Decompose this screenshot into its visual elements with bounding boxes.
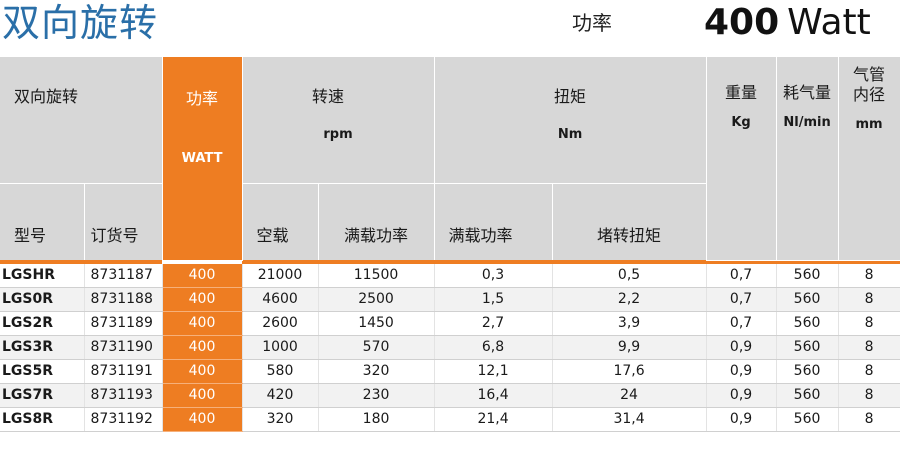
cell-model: LGS3R bbox=[0, 335, 85, 360]
header-power: 功率 WATT bbox=[162, 57, 243, 261]
cell-full: 180 bbox=[318, 407, 435, 432]
cell-model: LGSHR bbox=[0, 263, 85, 288]
cell-order: 8731188 bbox=[84, 287, 163, 312]
table-row: LGSHR 8731187 400 21000 11500 0,3 0,5 0,7 560 8 bbox=[0, 263, 900, 288]
table-row: LGS2R 8731189 400 2600 1450 2,7 3,9 0,7 560 8 bbox=[0, 311, 900, 336]
cell-idle: 4600 bbox=[242, 287, 319, 312]
cell-weight: 0,9 bbox=[706, 407, 777, 432]
cell-power: 400 bbox=[162, 383, 243, 408]
header-speed-full: 满载功率 bbox=[318, 183, 435, 260]
cell-stall: 3,9 bbox=[552, 311, 707, 336]
cell-full: 230 bbox=[318, 383, 435, 408]
cell-air: 560 bbox=[776, 287, 839, 312]
cell-order: 8731189 bbox=[84, 311, 163, 336]
spec-table: 双向旋转 功率 WATT 转速 rpm 扭矩 Nm 重量 Kg 耗气量 Nl/m… bbox=[0, 57, 900, 432]
page-title: 双向旋转 bbox=[2, 1, 159, 45]
cell-idle: 420 bbox=[242, 383, 319, 408]
cell-order: 8731192 bbox=[84, 407, 163, 432]
cell-torque-full: 12,1 bbox=[434, 359, 553, 384]
header-order-no: 订货号 bbox=[84, 183, 163, 260]
cell-weight: 0,7 bbox=[706, 263, 777, 288]
cell-model: LGS8R bbox=[0, 407, 85, 432]
header-torque-stall: 堵转扭矩 bbox=[552, 183, 707, 260]
header-torque-full: 满载功率 bbox=[434, 183, 553, 260]
cell-power: 400 bbox=[162, 335, 243, 360]
header-speed: 转速 rpm bbox=[242, 57, 435, 184]
cell-weight: 0,9 bbox=[706, 359, 777, 384]
cell-torque-full: 1,5 bbox=[434, 287, 553, 312]
power-label: 功率 bbox=[572, 11, 612, 35]
cell-torque-full: 0,3 bbox=[434, 263, 553, 288]
cell-stall: 31,4 bbox=[552, 407, 707, 432]
cell-power: 400 bbox=[162, 407, 243, 432]
cell-torque-full: 2,7 bbox=[434, 311, 553, 336]
cell-weight: 0,7 bbox=[706, 287, 777, 312]
header-speed-idle: 空载 bbox=[242, 183, 319, 260]
cell-full: 320 bbox=[318, 359, 435, 384]
cell-hose: 8 bbox=[838, 407, 900, 432]
header-model: 型号 bbox=[0, 183, 85, 260]
cell-air: 560 bbox=[776, 383, 839, 408]
table-row: LGS3R 8731190 400 1000 570 6,8 9,9 0,9 560 8 bbox=[0, 335, 900, 360]
cell-hose: 8 bbox=[838, 287, 900, 312]
cell-model: LGS7R bbox=[0, 383, 85, 408]
header-weight: 重量 Kg bbox=[706, 57, 777, 261]
cell-air: 560 bbox=[776, 335, 839, 360]
cell-order: 8731190 bbox=[84, 335, 163, 360]
cell-power: 400 bbox=[162, 287, 243, 312]
cell-air: 560 bbox=[776, 359, 839, 384]
cell-stall: 24 bbox=[552, 383, 707, 408]
cell-full: 11500 bbox=[318, 263, 435, 288]
cell-full: 2500 bbox=[318, 287, 435, 312]
header-row-2: 型号 订货号 空载 满载功率 满载功率 堵转扭矩 bbox=[0, 183, 900, 260]
header-air: 耗气量 Nl/min bbox=[776, 57, 839, 261]
cell-stall: 2,2 bbox=[552, 287, 707, 312]
cell-torque-full: 16,4 bbox=[434, 383, 553, 408]
header-row-1: 双向旋转 功率 WATT 转速 rpm 扭矩 Nm 重量 Kg 耗气量 Nl/m… bbox=[0, 57, 900, 261]
power-value: 400 Watt bbox=[704, 0, 871, 46]
cell-idle: 2600 bbox=[242, 311, 319, 336]
cell-hose: 8 bbox=[838, 359, 900, 384]
cell-air: 560 bbox=[776, 407, 839, 432]
table-row: LGS5R 8731191 400 580 320 12,1 17,6 0,9 560 8 bbox=[0, 359, 900, 384]
cell-air: 560 bbox=[776, 311, 839, 336]
header-separator bbox=[0, 260, 900, 264]
cell-idle: 320 bbox=[242, 407, 319, 432]
cell-full: 570 bbox=[318, 335, 435, 360]
cell-model: LGS2R bbox=[0, 311, 85, 336]
header-group-label: 双向旋转 bbox=[0, 57, 163, 184]
header-hose: 气管 内径 mm bbox=[838, 57, 900, 261]
cell-order: 8731193 bbox=[84, 383, 163, 408]
header-torque: 扭矩 Nm bbox=[434, 57, 707, 184]
cell-stall: 17,6 bbox=[552, 359, 707, 384]
cell-torque-full: 6,8 bbox=[434, 335, 553, 360]
cell-model: LGS5R bbox=[0, 359, 85, 384]
cell-hose: 8 bbox=[838, 263, 900, 288]
cell-power: 400 bbox=[162, 263, 243, 288]
cell-model: LGS0R bbox=[0, 287, 85, 312]
cell-weight: 0,7 bbox=[706, 311, 777, 336]
cell-order: 8731187 bbox=[84, 263, 163, 288]
cell-power: 400 bbox=[162, 359, 243, 384]
table-row: LGS8R 8731192 400 320 180 21,4 31,4 0,9 560 8 bbox=[0, 407, 900, 432]
cell-torque-full: 21,4 bbox=[434, 407, 553, 432]
cell-power: 400 bbox=[162, 311, 243, 336]
cell-hose: 8 bbox=[838, 335, 900, 360]
cell-idle: 580 bbox=[242, 359, 319, 384]
cell-weight: 0,9 bbox=[706, 335, 777, 360]
table-row: LGS0R 8731188 400 4600 2500 1,5 2,2 0,7 560 8 bbox=[0, 287, 900, 312]
cell-idle: 21000 bbox=[242, 263, 319, 288]
cell-stall: 0,5 bbox=[552, 263, 707, 288]
cell-order: 8731191 bbox=[84, 359, 163, 384]
power-unit: Watt bbox=[787, 2, 871, 43]
cell-idle: 1000 bbox=[242, 335, 319, 360]
cell-stall: 9,9 bbox=[552, 335, 707, 360]
cell-hose: 8 bbox=[838, 311, 900, 336]
table-row: LGS7R 8731193 400 420 230 16,4 24 0,9 560 8 bbox=[0, 383, 900, 408]
power-number: 400 bbox=[704, 2, 780, 43]
cell-hose: 8 bbox=[838, 383, 900, 408]
cell-weight: 0,9 bbox=[706, 383, 777, 408]
cell-air: 560 bbox=[776, 263, 839, 288]
cell-full: 1450 bbox=[318, 311, 435, 336]
